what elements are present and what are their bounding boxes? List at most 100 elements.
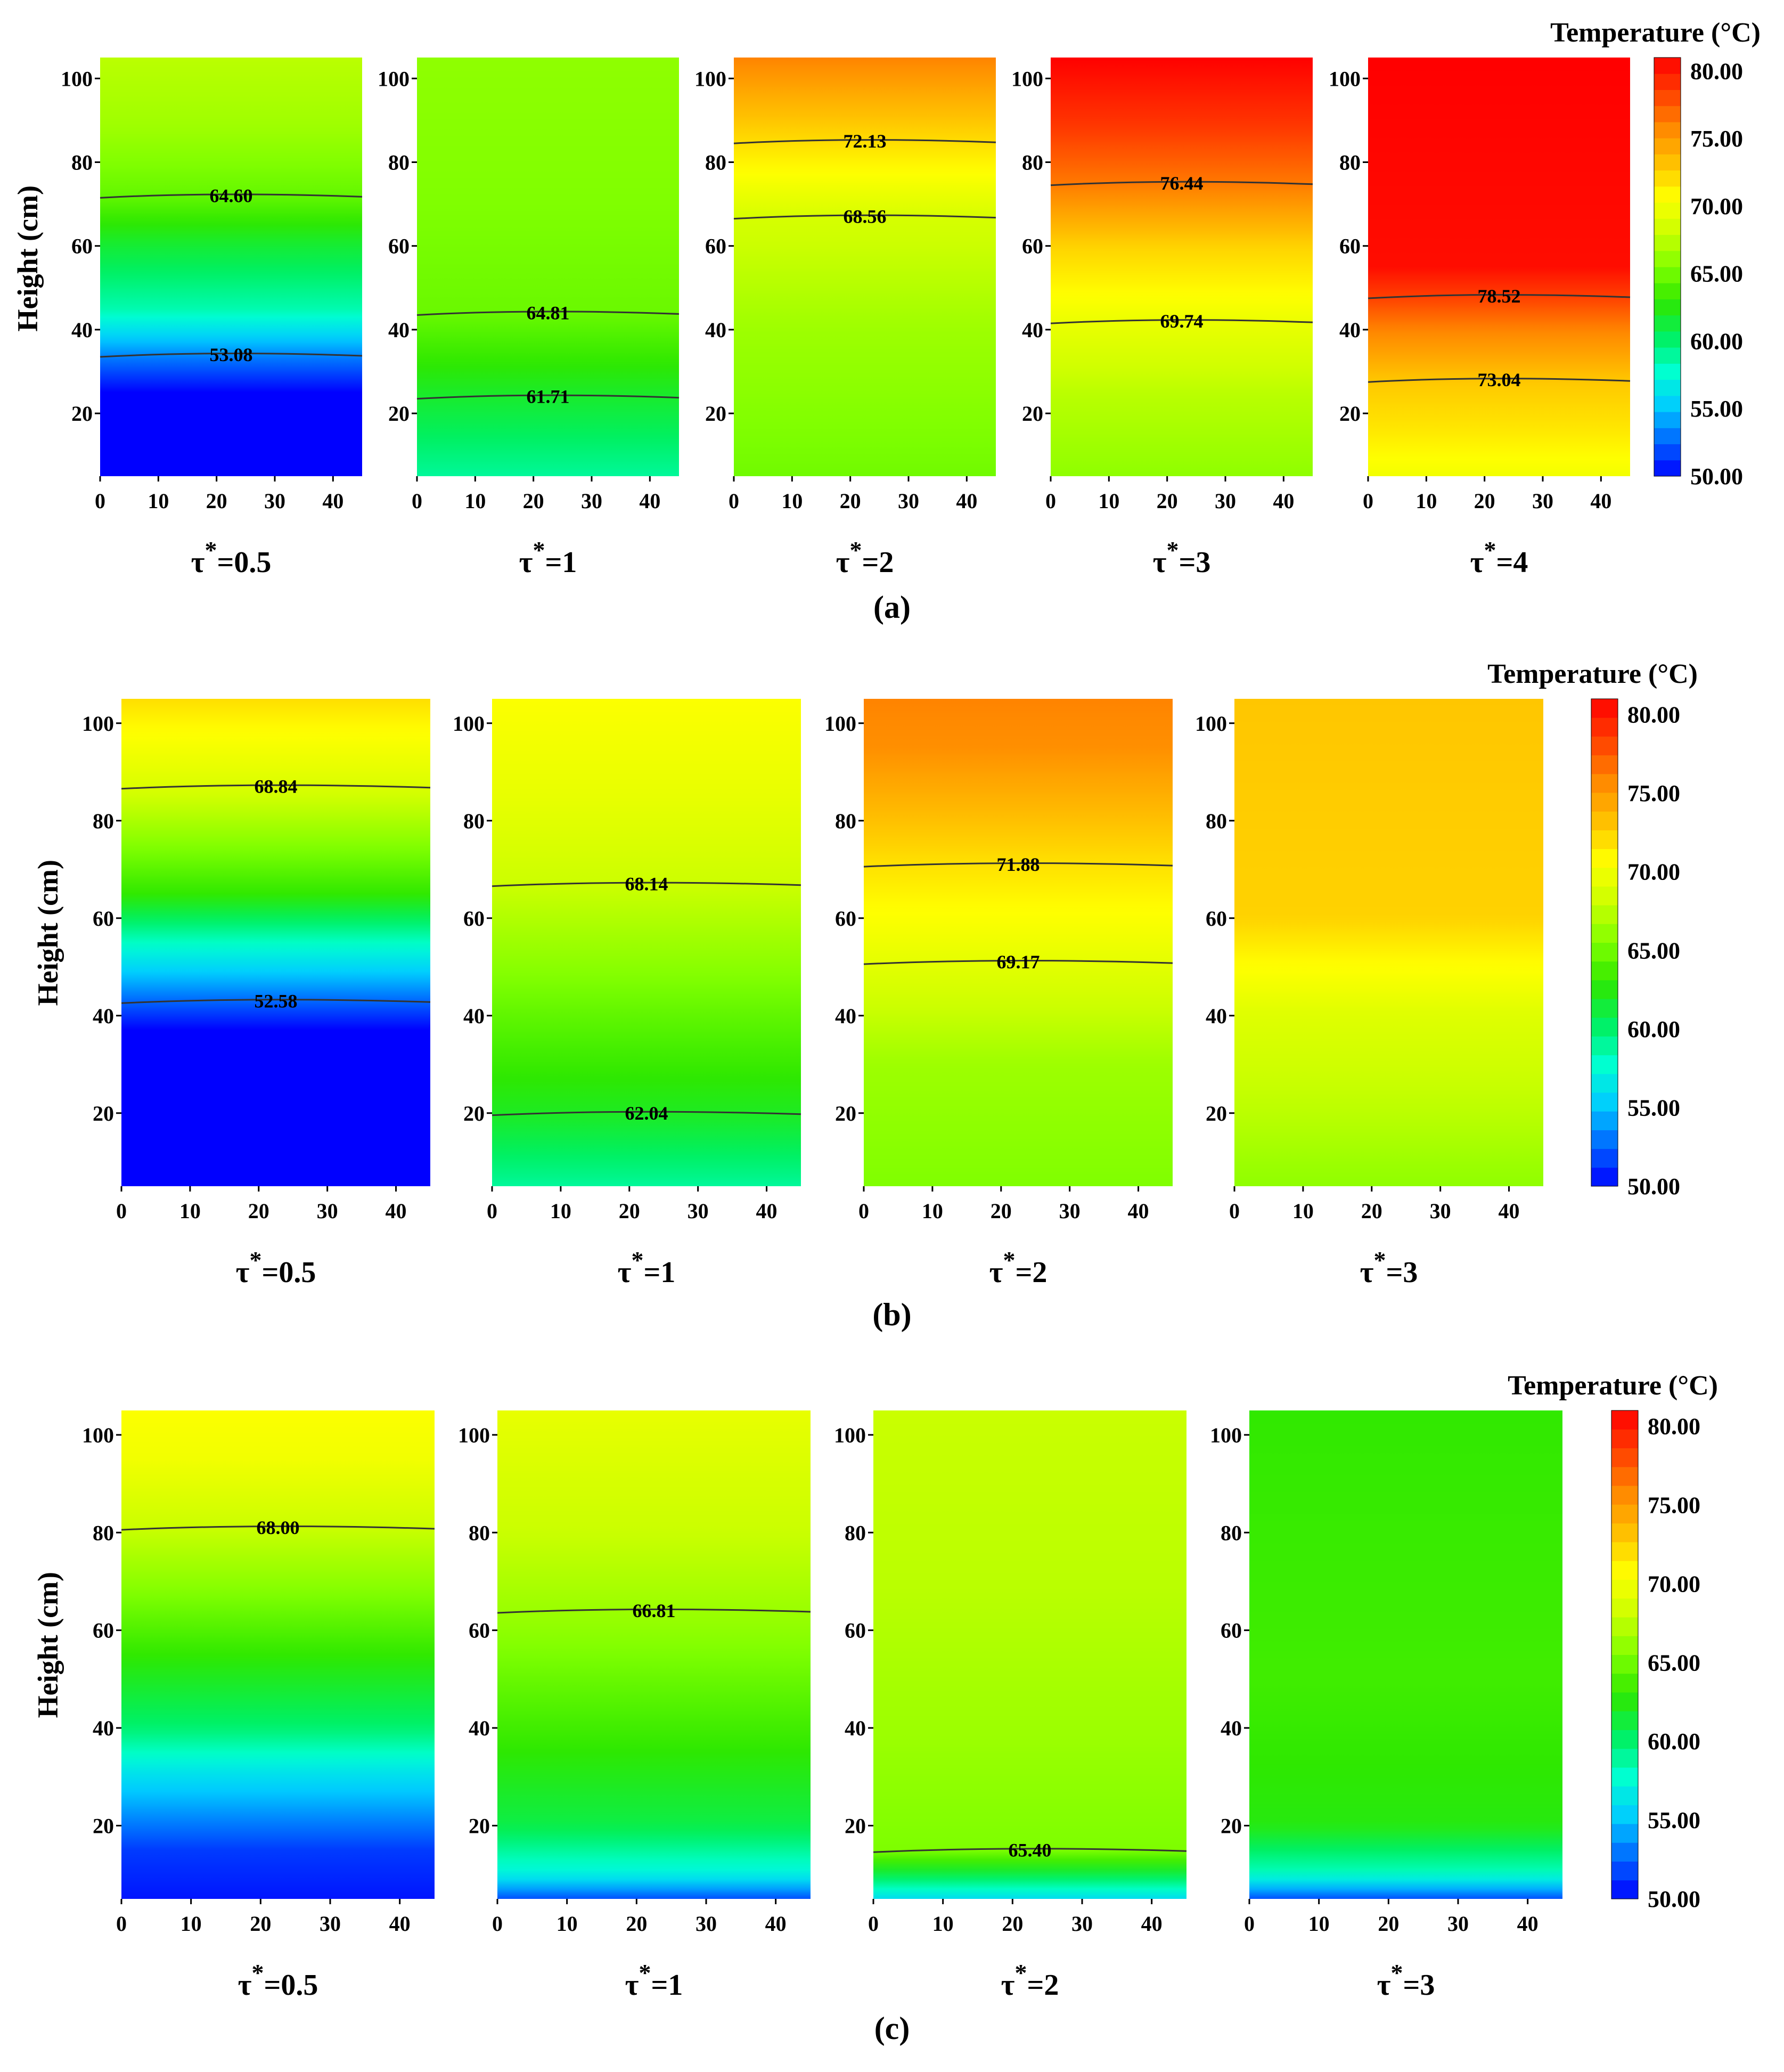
contour-line [1368, 378, 1631, 383]
y-tick-label: 60 [1339, 234, 1361, 258]
x-tick-label: 20 [523, 489, 544, 513]
x-tick-label: 20 [991, 1199, 1012, 1223]
contour-line [416, 394, 680, 400]
y-tick-label: 20 [71, 402, 93, 426]
contour-line [416, 311, 680, 316]
colorbar-tick-label: 75.00 [1627, 780, 1680, 806]
y-tick-label: 40 [835, 1004, 856, 1028]
colorbar-band [1654, 186, 1681, 203]
contour-label: 68.56 [844, 206, 887, 227]
colorbar-tick-label: 60.00 [1627, 1016, 1680, 1042]
colorbar-band [1591, 811, 1618, 830]
row-label: (a) [873, 590, 911, 625]
contour-label: 65.40 [1009, 1839, 1052, 1861]
colorbar-band [1591, 1167, 1618, 1187]
colorbar-title: Temperature (°C) [1487, 659, 1698, 689]
x-tick-label: 0 [1229, 1199, 1240, 1223]
x-tick-label: 10 [1098, 489, 1119, 513]
y-tick-label: 40 [845, 1716, 866, 1740]
colorbar-band [1611, 1410, 1638, 1430]
x-tick-label: 10 [1292, 1199, 1314, 1223]
y-tick-label: 40 [1206, 1004, 1227, 1028]
colorbar-band [1611, 1861, 1638, 1881]
colorbar: 80.00 75.00 70.00 65.00 60.00 55.00 50.00 Tempe… [1550, 18, 1761, 490]
y-tick-label: 80 [388, 151, 410, 175]
colorbar-band [1611, 1541, 1638, 1561]
contour-line [121, 999, 431, 1004]
panel-caption: τ*=1 [519, 536, 577, 579]
x-tick-label: 10 [1308, 1912, 1330, 1936]
y-tick-label: 100 [824, 712, 856, 736]
panel-1-5: 73.04 78.52 100 80 60 40 20 0 10 20 30 40 τ*=4 [1329, 58, 1631, 579]
colorbar-tick-label: 65.00 [1648, 1650, 1700, 1676]
panel-3-2: 66.81 100 80 60 40 20 0 10 20 30 40 τ*=1 [458, 1410, 811, 2002]
colorbar-band [1591, 942, 1618, 962]
x-tick-label: 0 [868, 1912, 879, 1936]
colorbar-band [1611, 1692, 1638, 1711]
colorbar-band [1591, 886, 1618, 906]
colorbar-band [1611, 1786, 1638, 1806]
panel-caption: τ*=4 [1470, 536, 1528, 579]
x-tick-label: 30 [581, 489, 602, 513]
heatmap-field [100, 58, 362, 476]
x-tick-label: 40 [386, 1199, 407, 1223]
heatmap-field [1368, 58, 1630, 476]
colorbar-band [1654, 218, 1681, 235]
y-tick-label: 60 [845, 1619, 866, 1643]
x-tick-label: 10 [557, 1912, 578, 1936]
colorbar-band [1591, 961, 1618, 981]
colorbar-band [1591, 1111, 1618, 1130]
contour-line [1050, 181, 1313, 186]
contour-label: 78.52 [1478, 285, 1521, 307]
x-tick-label: 10 [781, 489, 803, 513]
colorbar-tick-label: 60.00 [1648, 1728, 1700, 1755]
panel-2-1: 52.58 68.84 100 80 60 40 20 0 10 20 30 40 τ*=0.5 [82, 699, 431, 1289]
y-tick-label: 80 [71, 151, 93, 175]
colorbar-band [1611, 1767, 1638, 1787]
heatmap-field [734, 58, 996, 476]
colorbar-band [1591, 1092, 1618, 1112]
panel-caption: τ*=0.5 [236, 1246, 316, 1289]
y-tick-label: 40 [1339, 318, 1361, 342]
y-tick-label: 80 [1339, 151, 1361, 175]
contour-line [100, 353, 363, 358]
panel-caption: τ*=1 [625, 1959, 683, 2002]
panel-caption: τ*=1 [618, 1246, 676, 1289]
x-tick-label: 30 [695, 1912, 717, 1936]
x-tick-label: 30 [264, 489, 285, 513]
y-tick-label: 60 [1206, 907, 1227, 931]
colorbar-band [1654, 331, 1681, 348]
x-tick-label: 30 [320, 1912, 341, 1936]
y-tick-label: 40 [463, 1004, 485, 1028]
contour-line [121, 1526, 435, 1531]
y-tick-label: 100 [458, 1423, 490, 1447]
colorbar-band [1611, 1598, 1638, 1618]
x-tick-label: 10 [464, 489, 486, 513]
panel-caption: τ*=2 [989, 1246, 1048, 1289]
x-tick-label: 0 [412, 489, 422, 513]
y-tick-label: 20 [1339, 402, 1361, 426]
y-tick-label: 40 [93, 1716, 114, 1740]
x-tick-label: 0 [1363, 489, 1373, 513]
colorbar-band [1654, 138, 1681, 154]
colorbar-band [1654, 428, 1681, 445]
x-tick-label: 0 [1244, 1912, 1255, 1936]
colorbar-band [1591, 1055, 1618, 1074]
x-tick-label: 20 [1157, 489, 1178, 513]
contour-line [497, 1608, 811, 1614]
x-tick-label: 10 [922, 1199, 943, 1223]
y-tick-label: 20 [705, 402, 726, 426]
colorbar-band [1611, 1466, 1638, 1486]
contour-label: 68.84 [255, 776, 298, 797]
colorbar-title: Temperature (°C) [1550, 18, 1761, 48]
x-tick-label: 40 [756, 1199, 778, 1223]
y-tick-label: 60 [71, 234, 93, 258]
colorbar-tick-label: 75.00 [1648, 1492, 1700, 1518]
y-tick-label: 60 [1221, 1619, 1242, 1643]
colorbar-band [1654, 299, 1681, 316]
panel-2-2: 62.04 68.14 100 80 60 40 20 0 10 20 30 40 τ*=1 [453, 699, 801, 1289]
x-tick-label: 40 [956, 489, 977, 513]
panel-3-4: 100 80 60 40 20 0 10 20 30 40 τ*=3 [1210, 1410, 1562, 2002]
colorbar-band [1591, 1073, 1618, 1093]
x-tick-label: 10 [1415, 489, 1437, 513]
